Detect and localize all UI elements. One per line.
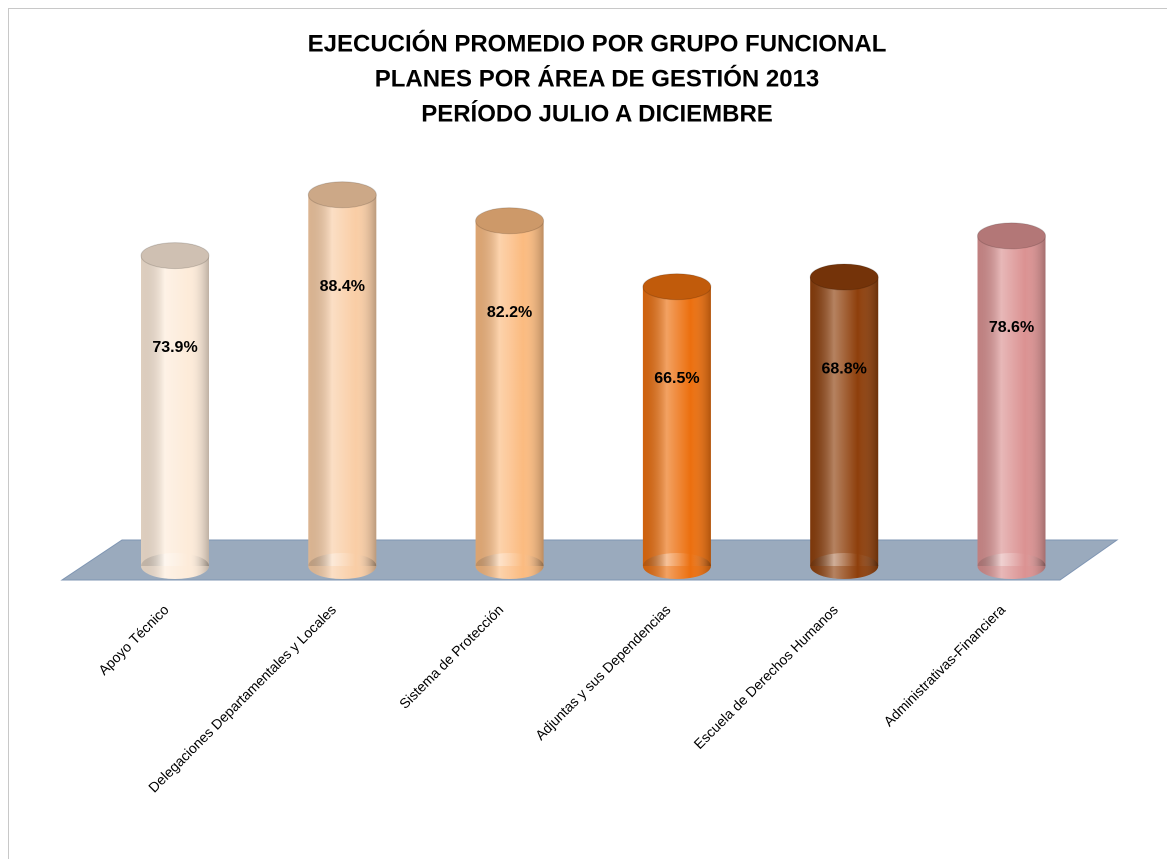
x-tick-label: Adjuntas y sus Dependencias	[532, 601, 674, 743]
value-label: 66.5%	[654, 370, 699, 387]
value-label: 88.4%	[320, 278, 365, 295]
bar-top-shade	[977, 222, 1046, 249]
bar-top-shade	[141, 242, 209, 269]
bar-shade	[642, 286, 711, 566]
value-label: 73.9%	[152, 339, 197, 356]
bar-top	[977, 222, 1046, 250]
chart-title: PLANES POR ÁREA DE GESTIÓN 2013	[375, 64, 820, 92]
bar-top	[642, 273, 712, 301]
bar-shade	[308, 194, 377, 566]
value-label: 78.6%	[989, 319, 1034, 336]
x-tick-label: Delegaciones Departamentales y Locales	[145, 601, 339, 795]
bar-top	[140, 242, 210, 270]
chart-border	[8, 8, 1167, 859]
x-tick-label: Administrativas-Financiera	[880, 601, 1008, 729]
bar-top-shade	[810, 264, 879, 291]
value-label: 68.8%	[822, 360, 867, 377]
chart-title: PERÍODO JULIO A DICIEMBRE	[421, 99, 773, 127]
bar-top-shade	[642, 273, 711, 300]
x-tick-label: Sistema de Protección	[396, 601, 506, 711]
x-tick-label: Apoyo Técnico	[95, 601, 172, 678]
bar-shade	[475, 220, 544, 566]
chart-title: EJECUCIÓN PROMEDIO POR GRUPO FUNCIONAL	[308, 29, 887, 57]
bar-shade	[977, 235, 1046, 566]
bar-top-shade	[475, 207, 544, 234]
bar-shade	[810, 277, 879, 566]
floor	[60, 539, 1119, 581]
bar-shade	[141, 255, 209, 566]
value-label: 82.2%	[487, 304, 532, 321]
bar-top	[809, 263, 879, 291]
bar-top	[307, 181, 377, 209]
bar-top-shade	[308, 181, 377, 208]
x-tick-label: Escuela de Derechos Humanos	[690, 601, 841, 752]
bar-top	[475, 207, 545, 235]
